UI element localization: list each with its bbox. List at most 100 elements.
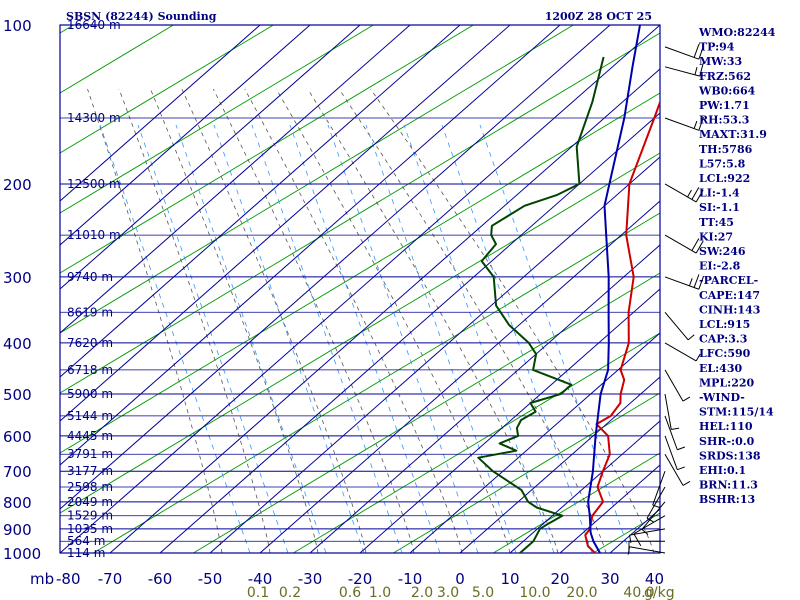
mixing-ratio-label: 0.1 [247,585,269,600]
wind-barb-flag-10kt [693,274,700,288]
stability-index: CAP:3.3 [699,333,747,346]
height-label: 9740 m [67,270,113,284]
isotherm [609,508,661,554]
stability-index: -PARCEL- [699,274,758,287]
wind-barb [664,369,691,402]
wind-barb-flag-5kt [688,278,693,286]
height-label: 5900 m [67,387,113,401]
wind-barb-flag-10kt [693,44,700,58]
isotherm [59,24,561,466]
dry-adiabat [59,24,174,94]
wind-barb-flag-5kt [687,189,692,198]
stability-index: KI:27 [699,230,733,243]
wind-barb-staff [633,515,666,535]
stability-index: TP:94 [699,41,735,54]
moist-adiabat [307,88,559,554]
height-label: 2598 m [67,480,113,494]
wind-barb-flag-5kt [677,466,686,471]
wind-barb-flag-5kt [682,480,691,486]
stability-index: EL:430 [699,362,742,375]
height-label: 8619 m [67,305,113,319]
wind-barb [627,546,666,555]
height-label: 1529 m [67,509,113,523]
pressure-tick-label: 400 [3,335,32,353]
wind-barb-flag-5kt [695,353,701,362]
pressure-tick-label: 200 [3,176,32,194]
height-label: 16640 m [67,18,121,32]
dewpoint-profile [477,56,605,553]
wind-barb [646,486,666,523]
wind-barb-flag-5kt [687,334,695,341]
stability-index: TT:45 [699,216,734,229]
dry-adiabat [59,24,374,214]
mixing-ratio-label: 5.0 [472,585,494,600]
stability-index: EHI:0.1 [699,464,746,477]
moist-adiabat [87,88,223,554]
wind-barb-staff [629,546,666,554]
moist-adiabat [150,88,319,554]
isotherm [59,24,411,334]
height-label: 11010 m [67,228,121,242]
pressure-tick-label: 100 [3,17,32,35]
temperature-tick-label: 40 [645,570,664,588]
dry-adiabat [59,24,574,334]
height-label: 114 m [67,546,105,560]
stability-index: -WIND- [699,391,745,404]
wind-barb-staff [664,311,689,341]
moist-adiabat [118,88,271,554]
wind-barb [664,183,704,203]
dry-adiabat [193,272,661,554]
wind-barb-flag-10kt [691,238,700,251]
temperature-tick-label: 20 [550,570,569,588]
wind-barb [664,234,704,254]
isotherm [459,376,661,554]
wind-barb-staff [664,46,699,60]
temperature-tick-label: -60 [148,570,173,588]
moist-adiabat [370,88,655,554]
stability-index: RH:53.3 [699,114,749,127]
temperature-axis-unit: mb [30,570,54,588]
wind-barb-staff [641,501,666,530]
mixing-ratio-label: 10.0 [519,585,550,600]
wind-barb-flag-5kt [693,120,698,129]
dry-adiabat [59,24,474,274]
wind-barb-staff [629,528,666,536]
height-label: 12500 m [67,177,121,191]
wind-barb-staff [664,453,684,486]
wind-barb-staff [664,435,678,470]
wind-barb-flag-10kt [698,116,705,131]
wind-barb-staff [664,415,678,450]
mixing-ratio-label: 1.0 [369,585,391,600]
wind-barb-flag-10kt [695,240,704,254]
series-layer [477,25,660,553]
pressure-tick-label: 600 [3,428,32,446]
stability-index: SW:246 [699,245,746,258]
pressure-tick-label: 500 [3,386,32,404]
isotherm [59,24,661,554]
temperature-tick-label: 0 [455,570,465,588]
stability-index: LFC:590 [699,347,751,360]
wind-barb-staff [664,369,684,402]
wind-barb-flag-5kt [671,427,680,431]
stability-index: CAPE:147 [699,289,760,302]
temperature-tick-label: -40 [248,570,273,588]
height-label: 3177 m [67,464,113,478]
height-label: 564 m [67,534,105,548]
temperature-tick-label: -10 [398,570,423,588]
station-title: SBSN (82244) Sounding [66,10,217,23]
wind-barbs [627,44,705,555]
height-label: 4445 m [67,429,113,443]
wind-barb-staff [664,183,697,203]
wind-barb [664,415,686,451]
height-label: 3791 m [67,447,113,461]
wind-barb [664,311,695,341]
wind-barb-flag-10kt [691,187,700,200]
wind-barb-flag-10kt [633,533,642,547]
wind-barb-flag-5kt [646,517,655,523]
stability-index: SRDS:138 [699,449,761,462]
isotherm [259,200,661,554]
pressure-tick-label: 1000 [3,545,41,563]
mixing-ratio-label: 0.2 [279,585,301,600]
wind-barb [664,116,705,131]
wind-barb-staff [664,342,697,362]
